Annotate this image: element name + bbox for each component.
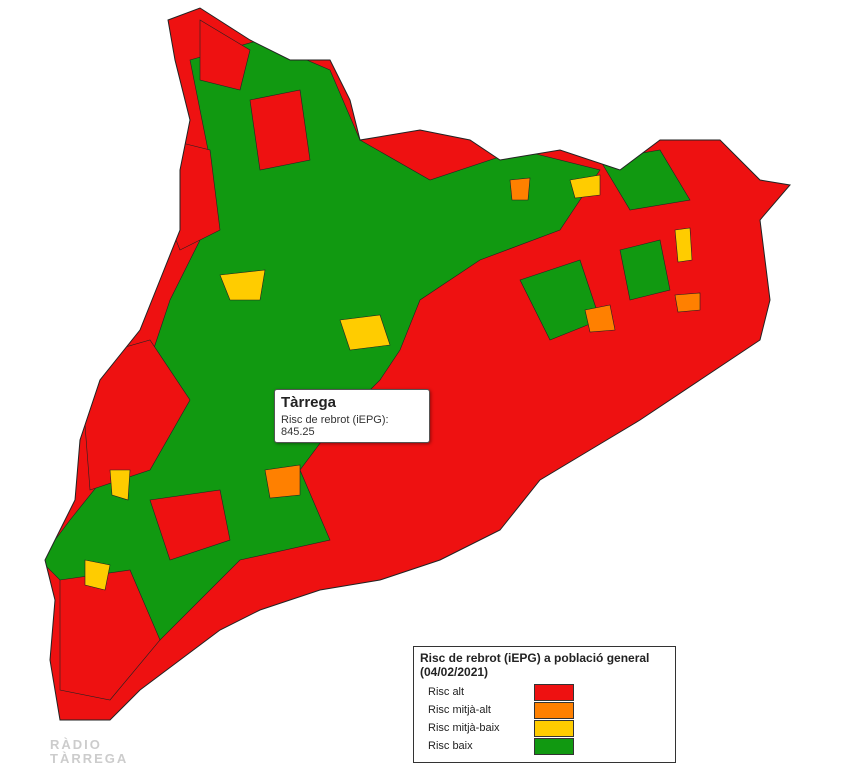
- region: [219, 269, 266, 301]
- watermark: RÀDIO TÀRREGA: [50, 738, 128, 766]
- legend-label: Risc mitjà-baix: [428, 722, 500, 734]
- tooltip-title: Tàrrega: [281, 394, 337, 411]
- region: [109, 469, 131, 501]
- region: [149, 489, 231, 561]
- legend-label: Risc mitjà-alt: [428, 704, 491, 716]
- legend-subtitle: (04/02/2021): [420, 665, 489, 679]
- legend-label: Risc baix: [428, 740, 473, 752]
- region: [199, 19, 251, 91]
- region: [509, 177, 531, 201]
- region: [619, 239, 671, 301]
- legend-item: Risc baix: [420, 737, 669, 755]
- tooltip-line: Risc de rebrot (iEPG): 845.25: [281, 414, 423, 438]
- region: [584, 304, 616, 333]
- region: [249, 89, 311, 171]
- region: [84, 559, 111, 591]
- legend-swatch: [534, 737, 574, 755]
- tooltip-value: 845.25: [281, 426, 315, 438]
- legend-swatch: [534, 683, 574, 701]
- region: [59, 569, 161, 701]
- region: [339, 314, 391, 351]
- watermark-line: RÀDIO: [50, 737, 102, 752]
- legend-item: Risc alt: [420, 683, 669, 701]
- legend-label: Risc alt: [428, 686, 465, 698]
- watermark-line: TÀRREGA: [50, 751, 129, 766]
- legend-swatch: [534, 719, 574, 737]
- legend-title: Risc de rebrot (iEPG) a població general: [420, 651, 650, 665]
- region: [674, 292, 701, 313]
- region: [569, 174, 601, 199]
- region: [674, 227, 693, 263]
- region: [79, 339, 191, 491]
- legend-item: Risc mitjà-alt: [420, 701, 669, 719]
- tooltip-label: Risc de rebrot (iEPG):: [281, 414, 389, 426]
- region: [159, 139, 221, 251]
- region: [264, 464, 301, 499]
- legend: Risc de rebrot (iEPG) a població general…: [413, 646, 676, 763]
- legend-swatch: [534, 701, 574, 719]
- legend-item: Risc mitjà-baix: [420, 719, 669, 737]
- legend-items: Risc alt Risc mitjà-alt Risc mitjà-baix Ris…: [420, 683, 669, 755]
- tooltip: Tàrrega Risc de rebrot (iEPG): 845.25: [274, 389, 430, 443]
